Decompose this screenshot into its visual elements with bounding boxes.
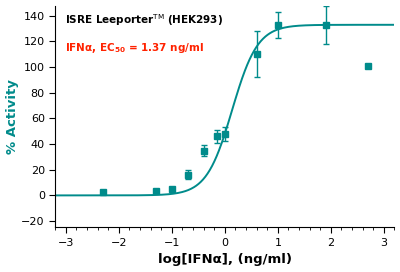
Text: IFN$\bf{\alpha}$, EC$_{\mathbf{50}}$ = 1.37 ng/ml: IFN$\bf{\alpha}$, EC$_{\mathbf{50}}$ = 1… <box>66 41 204 55</box>
Y-axis label: % Activity: % Activity <box>6 79 18 154</box>
Text: ISRE Leeporter$^{\mathsf{TM}}$ (HEK293): ISRE Leeporter$^{\mathsf{TM}}$ (HEK293) <box>66 12 224 28</box>
X-axis label: log[IFNα], (ng/ml): log[IFNα], (ng/ml) <box>158 254 292 267</box>
